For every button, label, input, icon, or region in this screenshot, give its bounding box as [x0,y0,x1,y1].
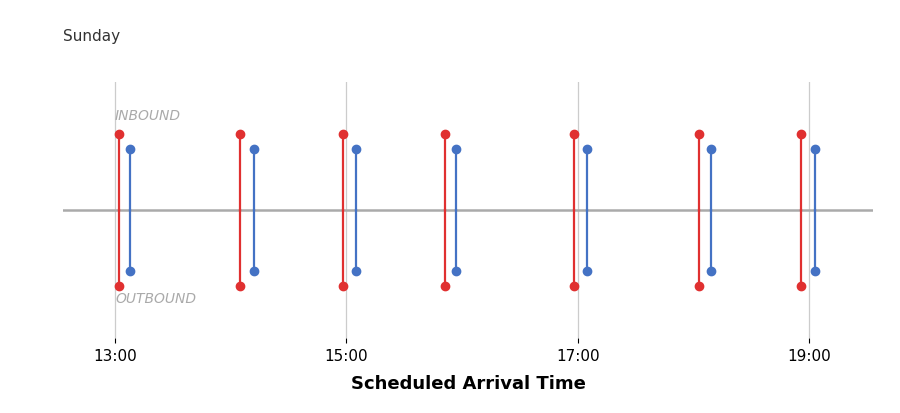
Text: OUTBOUND: OUTBOUND [115,292,196,305]
X-axis label: Scheduled Arrival Time: Scheduled Arrival Time [351,375,585,392]
Text: Sunday: Sunday [63,29,120,44]
Text: INBOUND: INBOUND [115,109,181,123]
